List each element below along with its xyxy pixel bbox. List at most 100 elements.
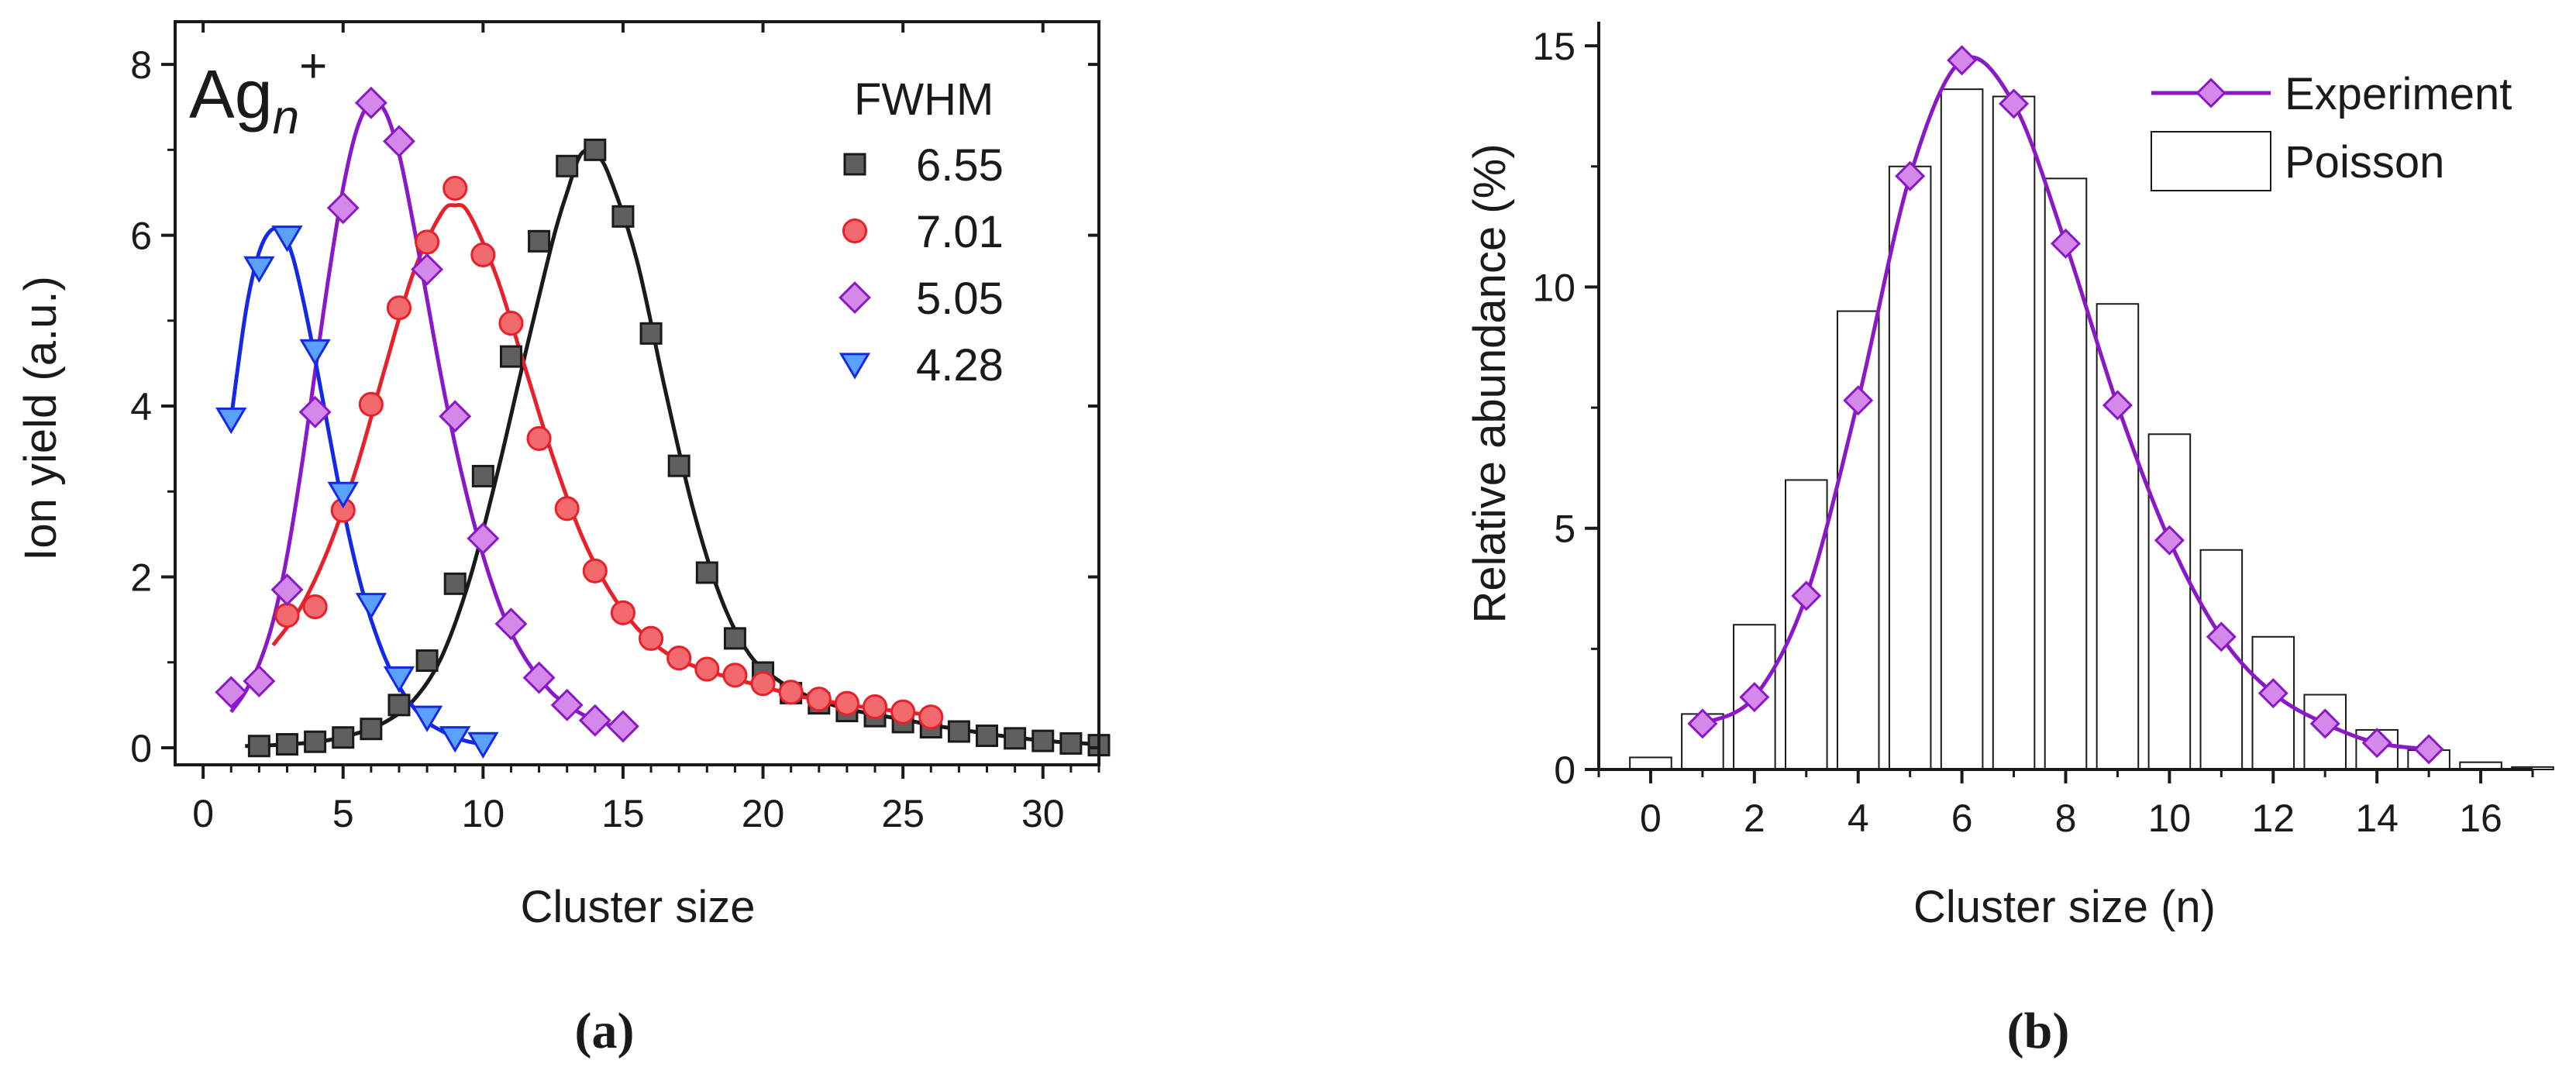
- data-point-circle: [694, 656, 720, 682]
- y-tick-label: 6: [130, 215, 152, 258]
- data-point-circle: [722, 663, 748, 688]
- fit-curve-5.05: [229, 99, 624, 729]
- experiment-point-diamond: [2206, 621, 2237, 652]
- ion-label-base: Ag: [189, 56, 273, 133]
- legend-label-poisson: Poisson: [2285, 137, 2444, 188]
- panel-a-y-ticks: 0 2 4 6 8: [130, 43, 1099, 770]
- legend-marker-diamond: [2195, 77, 2226, 108]
- data-point-circle: [470, 242, 496, 267]
- data-point-diamond: [354, 86, 387, 119]
- series-4.28-points: [215, 225, 499, 759]
- fit-curve-6.55: [245, 148, 1100, 749]
- data-point-square: [1004, 727, 1027, 750]
- x-tick-label: 6: [1951, 797, 1973, 840]
- legend-label-6.55: 6.55: [916, 140, 1004, 191]
- data-point-circle: [582, 558, 608, 583]
- panel-a: 0 5 10 15 20 25 30 0 2 4 6 8 Agn+ FWHM 6.55 7.01 5.0…: [15, 20, 1111, 1059]
- poisson-bar: [2147, 433, 2192, 770]
- data-point-circle: [750, 671, 776, 697]
- series-7.01-points: [274, 175, 944, 730]
- data-point-diamond: [215, 676, 248, 709]
- data-point-circle: [918, 704, 944, 730]
- series-6.55-points: [247, 138, 1111, 758]
- x-tick-label: 4: [1848, 797, 1869, 840]
- data-point-diamond: [578, 704, 611, 737]
- data-point-square: [639, 322, 663, 345]
- data-point-square: [723, 627, 746, 650]
- data-point-circle: [415, 229, 440, 255]
- data-point-diamond: [326, 191, 360, 225]
- data-point-square: [556, 154, 579, 177]
- legend-label-experiment: Experiment: [2285, 69, 2512, 119]
- poisson-bar: [2199, 549, 2244, 771]
- data-point-diamond: [270, 573, 304, 607]
- data-point-circle: [610, 600, 635, 625]
- x-tick-label: 5: [332, 792, 354, 835]
- data-point-square: [332, 726, 355, 749]
- x-tick-label: 12: [2251, 797, 2295, 840]
- data-point-square: [443, 572, 467, 595]
- x-tick-label: 30: [1021, 792, 1065, 835]
- panel-b-x-axis-label: Cluster size (n): [1913, 882, 2216, 932]
- poisson-bar: [1940, 88, 1984, 770]
- data-point-square: [947, 720, 970, 743]
- legend-marker-diamond: [839, 281, 871, 314]
- experiment-point-diamond: [1843, 385, 1874, 416]
- data-point-square: [528, 229, 551, 253]
- experiment-point-diamond: [1791, 580, 1822, 611]
- panel-a-x-axis-label: Cluster size: [521, 882, 756, 932]
- poisson-bar: [1888, 165, 1932, 771]
- data-point-square: [304, 730, 327, 753]
- x-tick-label: 10: [462, 792, 505, 835]
- data-point-square: [1031, 729, 1055, 752]
- y-tick-label: 4: [130, 385, 152, 429]
- x-tick-label: 0: [1640, 797, 1662, 840]
- data-point-square: [275, 733, 298, 756]
- y-tick-label: 0: [1554, 749, 1576, 792]
- legend-marker-square: [843, 153, 866, 176]
- legend-label-5.05: 5.05: [916, 274, 1004, 324]
- panel-a-ion-label: Agn+: [189, 40, 327, 144]
- panel-b-y-axis-label: Relative abundance (%): [1465, 143, 1515, 623]
- poisson-bar: [1629, 756, 1672, 771]
- panel-a-frame: [174, 20, 1100, 766]
- data-point-diamond: [298, 395, 332, 429]
- panel-b-experiment-points: [1687, 45, 2444, 765]
- y-tick-label: 2: [130, 556, 152, 599]
- data-point-triangle-down: [299, 339, 331, 367]
- data-point-circle: [639, 625, 664, 651]
- data-point-square: [611, 205, 635, 228]
- poisson-bar: [2096, 303, 2140, 771]
- poisson-bar: [2044, 177, 2088, 771]
- data-point-square: [247, 735, 270, 758]
- data-point-circle: [443, 175, 468, 201]
- experiment-point-diamond: [2257, 678, 2288, 709]
- data-point-triangle-down: [327, 481, 359, 509]
- data-point-diamond: [494, 608, 528, 641]
- ion-label-subscript: n: [273, 91, 299, 144]
- data-point-square: [976, 725, 999, 748]
- series-5.05-points: [215, 86, 639, 743]
- data-point-triangle-down: [383, 666, 415, 694]
- panel-a-legend-title: FWHM: [854, 74, 994, 125]
- x-tick-label: 14: [2355, 797, 2399, 840]
- data-point-circle: [834, 690, 859, 716]
- panel-b-x-ticks: 0 2 4 6 8 10 12 14 16: [1597, 769, 2534, 840]
- panel-b-poisson-bars: [1629, 88, 2554, 771]
- panel-b: 0 2 4 6 8 10 12 14 16 0 5 10 15 Experiment Poisson C…: [1465, 22, 2554, 1059]
- data-point-circle: [778, 680, 804, 705]
- y-tick-label: 8: [130, 43, 152, 87]
- data-point-triangle-down: [271, 225, 303, 253]
- experiment-point-diamond: [1895, 160, 1926, 191]
- x-tick-label: 25: [881, 792, 925, 835]
- x-tick-label: 15: [601, 792, 645, 835]
- x-tick-label: 8: [2055, 797, 2077, 840]
- data-point-square: [387, 694, 411, 717]
- panel-a-legend: 6.55 7.01 5.05 4.28: [839, 140, 1004, 391]
- data-point-square: [695, 561, 718, 584]
- data-point-square: [499, 345, 522, 368]
- legend-label-4.28: 4.28: [916, 340, 1004, 391]
- experiment-point-diamond: [1947, 45, 1978, 76]
- data-point-circle: [358, 391, 384, 417]
